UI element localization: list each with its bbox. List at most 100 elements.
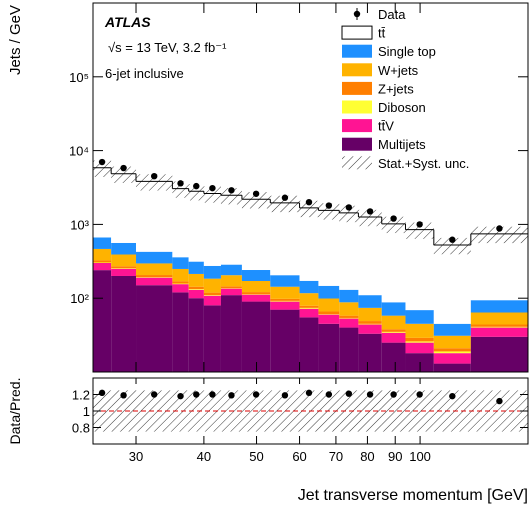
legend-swatch — [342, 100, 372, 114]
legend-swatch — [342, 63, 372, 77]
stack-bar — [203, 278, 221, 293]
uncertainty-band — [270, 195, 300, 213]
stack-bar — [270, 202, 300, 276]
uncertainty-band — [172, 181, 189, 198]
uncertainty-band — [299, 200, 319, 218]
stack-bar — [136, 181, 173, 252]
uncertainty-band — [381, 216, 406, 234]
stack-bar — [299, 307, 319, 309]
stack-bar — [188, 273, 204, 287]
stack-bar — [470, 312, 528, 325]
y-tick-label: 10³ — [70, 217, 89, 232]
stack-bar — [270, 309, 300, 372]
stack-bar — [241, 294, 271, 295]
legend-swatch — [342, 156, 372, 170]
data-point — [390, 215, 397, 222]
ratio-y-tick-label: 0.8 — [72, 421, 90, 436]
uncertainty-band — [188, 184, 204, 201]
ratio-point — [98, 389, 106, 397]
uncertainty-band — [93, 160, 112, 177]
ratio-y-tick-label: 1.2 — [72, 388, 90, 403]
x-tick-label: 30 — [129, 449, 143, 464]
stack-bar — [136, 275, 173, 278]
ratio-point — [209, 391, 216, 398]
stack-bar — [111, 173, 137, 243]
stack-bar — [136, 277, 173, 278]
y-tick-label: 10⁴ — [69, 144, 89, 159]
data-point — [193, 182, 200, 190]
uncertainty-band — [470, 226, 528, 244]
ratio-axis-title: Data/Pred. — [7, 378, 23, 445]
ratio-point — [193, 391, 200, 398]
stack-bar — [270, 300, 300, 302]
ratio-point — [228, 392, 235, 399]
stack-bar — [220, 288, 242, 296]
stack-bar — [203, 295, 221, 296]
stack-bar — [358, 333, 382, 372]
stack-bar — [188, 289, 204, 290]
y-tick-label: 10² — [70, 291, 89, 306]
stack-bar — [381, 223, 406, 303]
stack-bar — [111, 242, 137, 255]
stack-bar — [220, 295, 242, 372]
ratio-frame — [92, 377, 529, 445]
stack-bar — [433, 245, 471, 324]
stack-bar — [241, 281, 271, 293]
stack-bar — [203, 265, 221, 279]
ratio-point — [416, 391, 423, 398]
stack-bar — [433, 335, 471, 349]
stack-bar — [339, 318, 359, 328]
stack-bar — [172, 292, 189, 372]
stack-bar — [405, 229, 434, 311]
stack-bar — [381, 342, 406, 372]
data-point — [252, 190, 260, 197]
stack-bar — [339, 212, 359, 290]
stack-bar — [381, 315, 406, 330]
stack-bar — [405, 341, 434, 343]
stack-bar — [318, 298, 340, 312]
legend-swatch — [342, 81, 372, 95]
x-tick-label: 70 — [329, 449, 343, 464]
stack-bar — [299, 308, 319, 318]
stack-bar — [93, 237, 112, 249]
stack-bar — [405, 323, 434, 338]
main-frame — [92, 2, 529, 373]
stack-bar — [136, 285, 173, 372]
stack-bar — [381, 329, 406, 332]
uncertainty-band — [405, 222, 434, 239]
stack-bar — [188, 191, 204, 262]
stack-bar — [188, 286, 204, 290]
stack-bar — [339, 317, 359, 319]
stack-bar — [188, 261, 204, 274]
ratio-uncertainty-band — [299, 390, 319, 432]
stack-bar — [241, 292, 271, 295]
stack-bar — [172, 283, 189, 285]
stack-bar — [93, 270, 112, 372]
x-axis-title: Jet transverse momentum [GeV] — [298, 487, 528, 504]
stack-bar — [203, 292, 221, 296]
legend-data-marker — [353, 10, 361, 18]
uncertainty-band — [318, 203, 340, 220]
data-point — [449, 236, 456, 243]
ratio-point — [325, 391, 333, 398]
legend-swatch — [342, 44, 372, 58]
stack-bar — [358, 321, 382, 324]
stack-bar — [93, 167, 112, 238]
stack-bar — [381, 331, 406, 333]
stack-bar — [93, 260, 112, 263]
ratio-uncertainty-band — [358, 390, 382, 432]
ratio-point — [305, 389, 313, 397]
uncertainty-band — [111, 166, 137, 183]
stack-bar — [220, 195, 242, 265]
stack-bar — [299, 207, 319, 281]
stack-bar — [299, 280, 319, 294]
y-tick-label: 10⁵ — [69, 70, 89, 85]
stack-bar — [241, 294, 271, 302]
stack-bar — [433, 348, 471, 352]
stack-bar — [111, 254, 137, 267]
stack-bar — [358, 216, 382, 296]
uncertainty-band — [241, 192, 271, 209]
uncertainty-band — [433, 237, 471, 255]
